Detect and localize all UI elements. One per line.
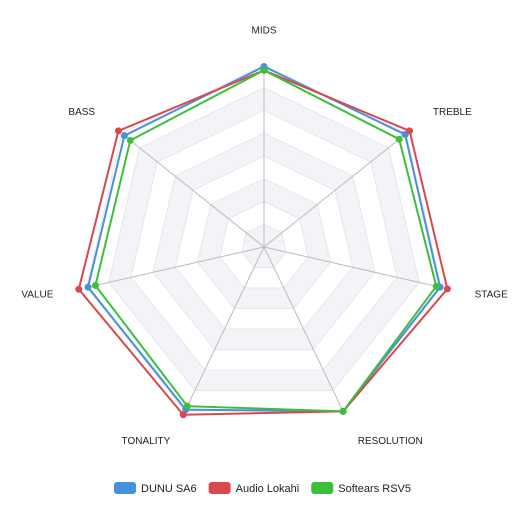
axis-line bbox=[263, 246, 442, 288]
legend-swatch bbox=[311, 482, 334, 494]
data-point bbox=[126, 136, 134, 144]
axis-label: TREBLE bbox=[433, 107, 472, 118]
data-point bbox=[179, 411, 187, 419]
legend-label: Softears RSV5 bbox=[338, 483, 411, 495]
axis-line bbox=[86, 246, 265, 288]
axis-line bbox=[263, 246, 344, 412]
data-point bbox=[114, 127, 122, 135]
axis-label: TONALITY bbox=[122, 436, 171, 447]
data-point bbox=[91, 281, 99, 289]
legend-swatch bbox=[208, 482, 231, 494]
series-line bbox=[94, 69, 438, 413]
data-point bbox=[120, 132, 128, 140]
legend-label: DUNU SA6 bbox=[141, 483, 197, 495]
axis-label: BASS bbox=[68, 107, 95, 118]
data-point bbox=[432, 282, 440, 290]
data-point bbox=[260, 66, 268, 74]
axis-line bbox=[263, 133, 407, 248]
axis-label: MIDS bbox=[252, 26, 277, 37]
data-point bbox=[406, 127, 414, 135]
legend-label: Audio Lokahi bbox=[236, 483, 300, 495]
axis-label: VALUE bbox=[21, 290, 53, 301]
axis-label: RESOLUTION bbox=[358, 436, 423, 447]
data-point bbox=[339, 407, 347, 415]
axis-label: STAGE bbox=[475, 290, 508, 301]
data-point bbox=[395, 135, 403, 143]
axis-line bbox=[184, 246, 265, 412]
data-point bbox=[75, 285, 83, 293]
data-point bbox=[443, 285, 451, 293]
legend: DUNU SA6 Audio Lokahi Softears RSV5 bbox=[114, 482, 411, 495]
axis-line bbox=[121, 133, 265, 248]
data-point bbox=[84, 283, 92, 291]
series-line bbox=[77, 69, 449, 416]
series-line bbox=[86, 65, 442, 413]
legend-swatch bbox=[114, 482, 136, 494]
data-point bbox=[183, 402, 191, 410]
